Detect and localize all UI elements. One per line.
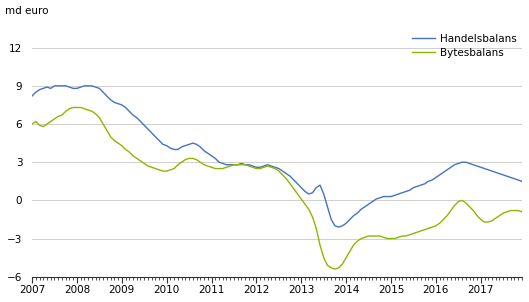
Handelsbalans xyxy=(29,94,35,98)
Bytesbalans xyxy=(414,230,421,234)
Text: md euro: md euro xyxy=(5,6,49,16)
Bytesbalans xyxy=(403,234,409,238)
Line: Handelsbalans: Handelsbalans xyxy=(32,86,529,227)
Bytesbalans xyxy=(70,106,76,109)
Handelsbalans xyxy=(51,84,58,88)
Bytesbalans xyxy=(332,267,338,271)
Handelsbalans xyxy=(350,214,357,217)
Handelsbalans xyxy=(335,225,342,229)
Handelsbalans xyxy=(324,205,331,209)
Handelsbalans xyxy=(253,165,260,169)
Handelsbalans xyxy=(422,182,428,186)
Handelsbalans xyxy=(216,160,222,164)
Bytesbalans xyxy=(29,122,35,126)
Bytesbalans xyxy=(227,164,233,168)
Handelsbalans xyxy=(496,172,503,175)
Bytesbalans xyxy=(118,144,125,147)
Bytesbalans xyxy=(175,163,181,166)
Legend: Handelsbalans, Bytesbalans: Handelsbalans, Bytesbalans xyxy=(412,34,517,58)
Line: Bytesbalans: Bytesbalans xyxy=(32,108,529,269)
Bytesbalans xyxy=(48,120,54,123)
